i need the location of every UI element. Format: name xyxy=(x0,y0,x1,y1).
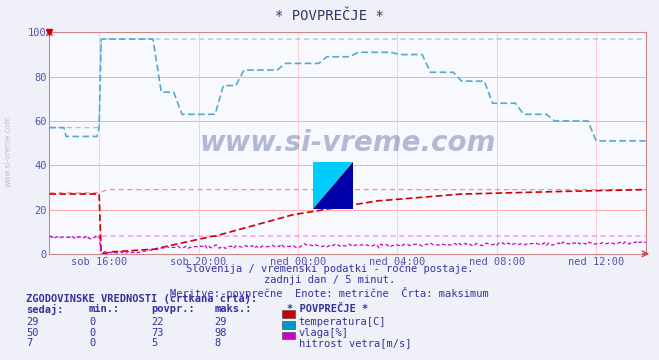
Text: 73: 73 xyxy=(152,328,164,338)
Text: 0: 0 xyxy=(89,328,95,338)
Text: * POVPREČJE *: * POVPREČJE * xyxy=(275,9,384,23)
Text: povpr.:: povpr.: xyxy=(152,304,195,314)
Text: hitrost vetra[m/s]: hitrost vetra[m/s] xyxy=(299,338,411,348)
Text: Slovenija / vremenski podatki - ročne postaje.: Slovenija / vremenski podatki - ročne po… xyxy=(186,264,473,274)
Text: 98: 98 xyxy=(214,328,227,338)
Text: 8: 8 xyxy=(214,338,220,348)
Text: sedaj:: sedaj: xyxy=(26,304,64,315)
Text: temperatura[C]: temperatura[C] xyxy=(299,317,386,327)
Text: 7: 7 xyxy=(26,338,32,348)
Text: min.:: min.: xyxy=(89,304,120,314)
Polygon shape xyxy=(313,162,353,209)
Text: 29: 29 xyxy=(26,317,39,327)
Text: ZGODOVINSKE VREDNOSTI (črtkana črta):: ZGODOVINSKE VREDNOSTI (črtkana črta): xyxy=(26,293,258,304)
Text: www.si-vreme.com: www.si-vreme.com xyxy=(3,115,13,187)
Text: www.si-vreme.com: www.si-vreme.com xyxy=(200,129,496,157)
Polygon shape xyxy=(313,162,353,209)
Text: vlaga[%]: vlaga[%] xyxy=(299,328,349,338)
Polygon shape xyxy=(313,162,353,209)
Text: 0: 0 xyxy=(89,317,95,327)
Text: Meritve: povprečne  Enote: metrične  Črta: maksimum: Meritve: povprečne Enote: metrične Črta:… xyxy=(170,287,489,298)
Text: zadnji dan / 5 minut.: zadnji dan / 5 minut. xyxy=(264,275,395,285)
Text: 29: 29 xyxy=(214,317,227,327)
Text: * POVPREČJE *: * POVPREČJE * xyxy=(287,304,368,314)
Text: 22: 22 xyxy=(152,317,164,327)
Text: 0: 0 xyxy=(89,338,95,348)
Text: 50: 50 xyxy=(26,328,39,338)
Text: 5: 5 xyxy=(152,338,158,348)
Text: maks.:: maks.: xyxy=(214,304,252,314)
